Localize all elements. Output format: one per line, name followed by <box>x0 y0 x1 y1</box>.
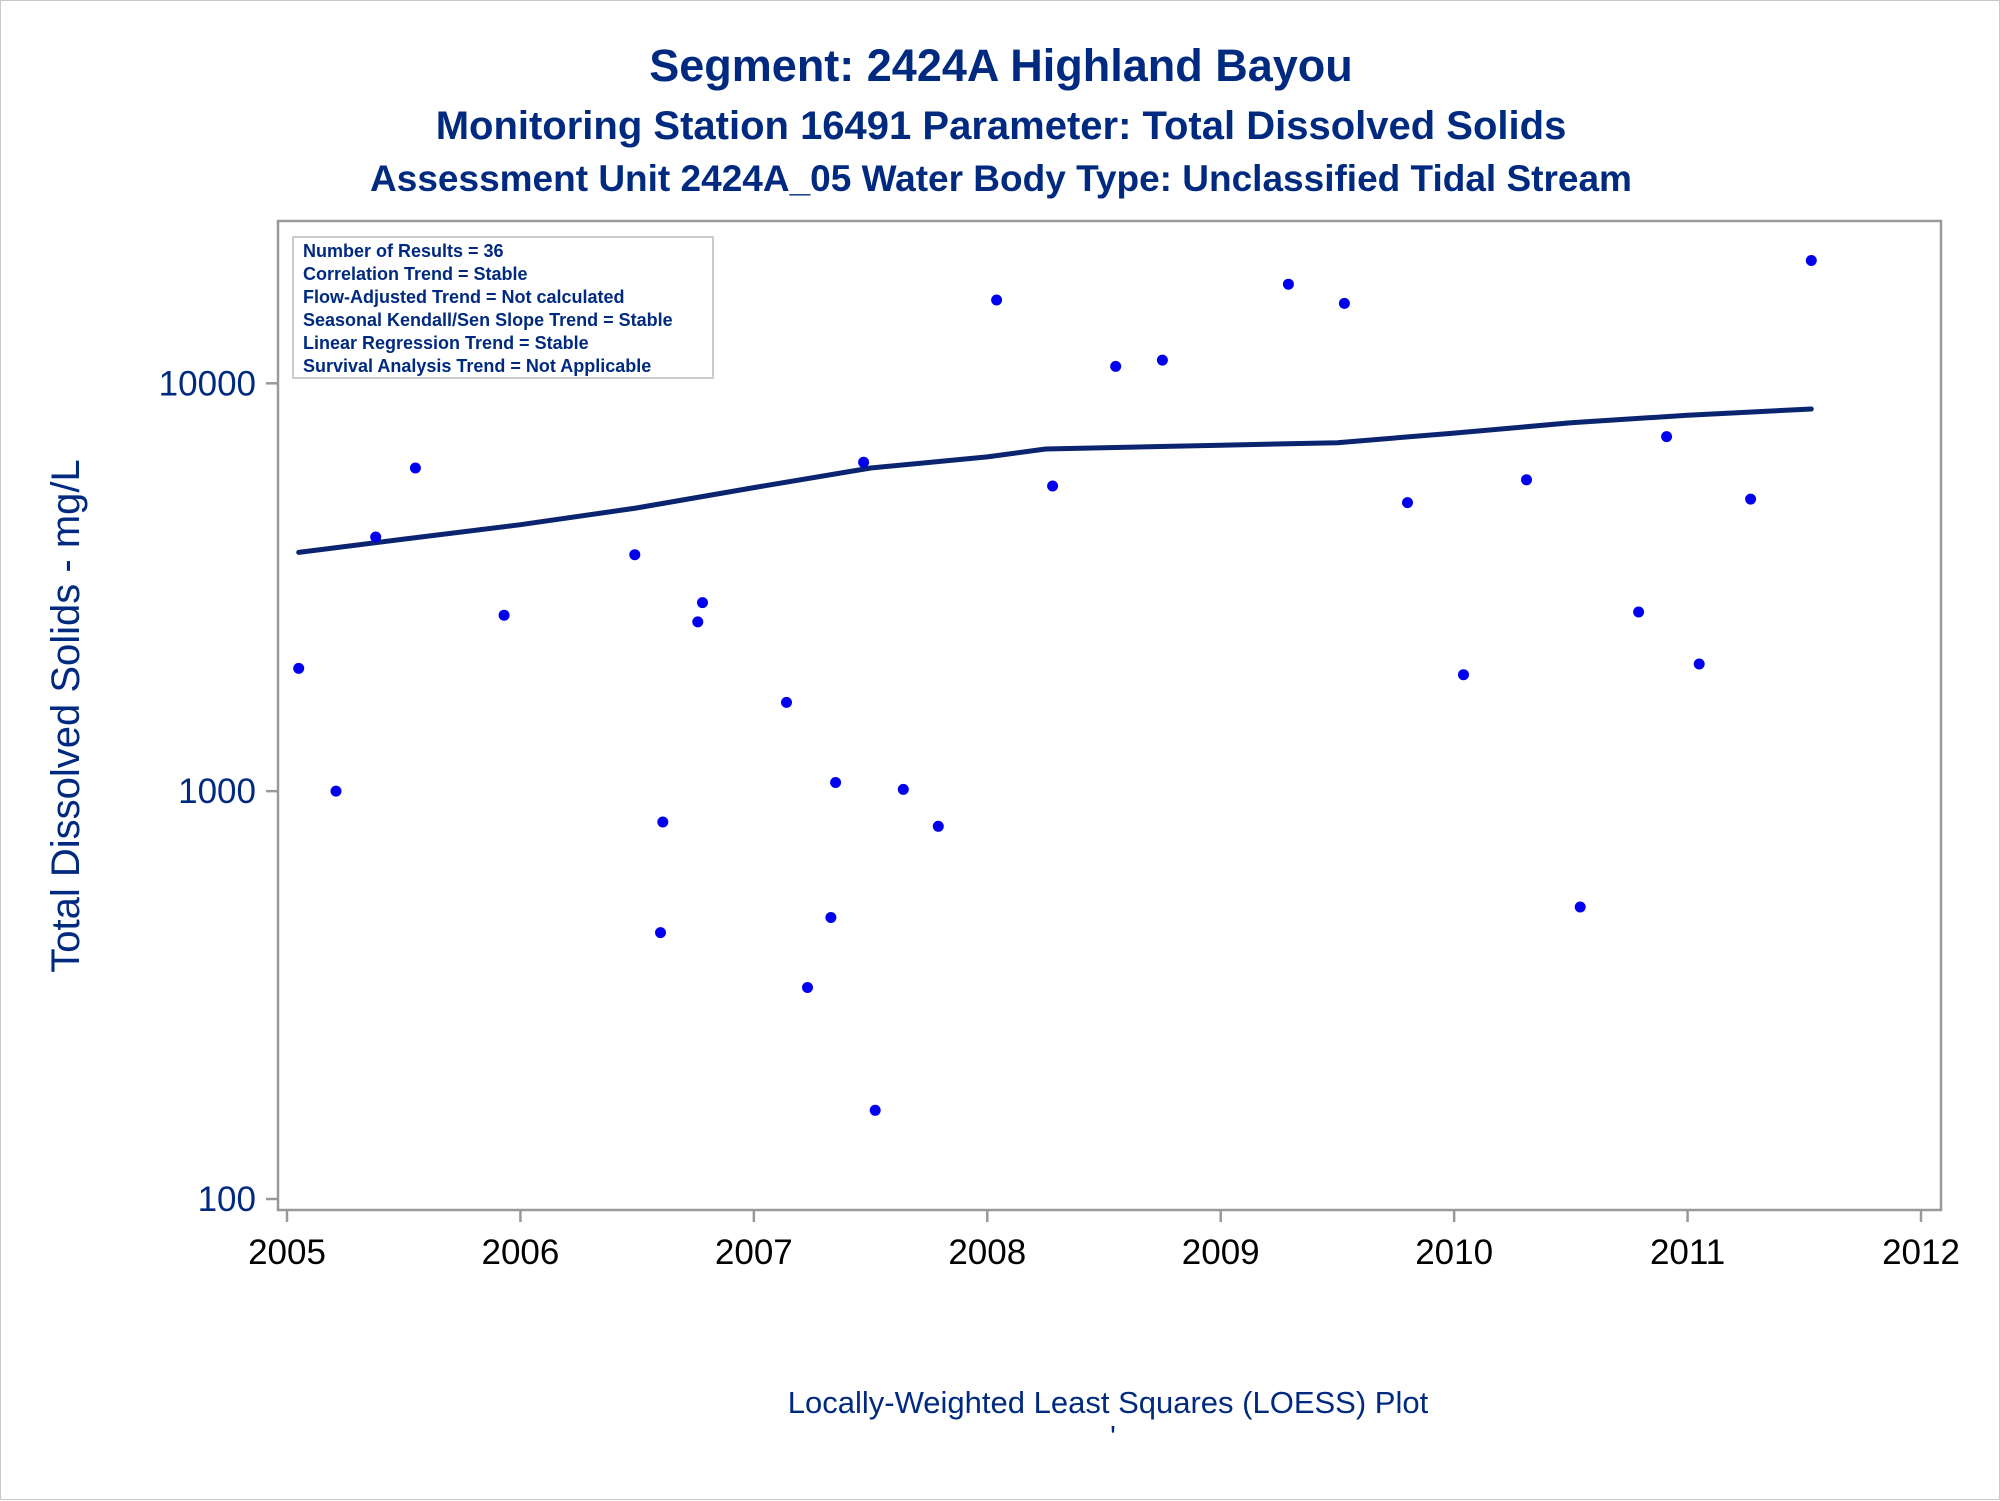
stats-line-seasonal-kendall: Seasonal Kendall/Sen Slope Trend = Stabl… <box>303 310 673 330</box>
data-point <box>655 927 666 939</box>
stats-line-linear-regression: Linear Regression Trend = Stable <box>303 333 589 353</box>
stats-line-results: Number of Results = 36 <box>303 241 504 261</box>
data-point <box>802 982 813 993</box>
data-point <box>830 777 842 788</box>
x-tick-label: 2008 <box>948 1233 1026 1272</box>
footnote: Locally-Weighted Least Squares (LOESS) P… <box>788 1385 1429 1420</box>
stats-box-frame <box>292 236 714 379</box>
data-point <box>1402 497 1413 509</box>
data-point <box>858 456 870 468</box>
x-tick-label: 2006 <box>481 1233 559 1272</box>
stats-box: Number of Results = 36 Correlation Trend… <box>292 236 714 379</box>
data-point <box>1047 480 1059 492</box>
data-point <box>1110 360 1122 372</box>
data-point <box>657 816 669 828</box>
y-axis: 100 1000 10000 <box>159 364 278 1219</box>
data-point <box>825 912 837 923</box>
data-point <box>629 549 641 561</box>
data-point <box>1745 493 1757 505</box>
data-point <box>897 783 909 795</box>
x-tick-label: 2012 <box>1882 1233 1960 1272</box>
y-tick-label: 1000 <box>178 772 256 811</box>
y-tick-label: 100 <box>198 1180 256 1219</box>
data-point <box>1282 278 1294 290</box>
data-point <box>1156 354 1168 366</box>
plot-area <box>276 219 1943 1212</box>
data-point <box>869 1104 881 1116</box>
data-point <box>1661 431 1673 443</box>
chart-title: Segment: 2424A Highland Bayou <box>649 40 1352 91</box>
data-point <box>1458 669 1469 681</box>
x-tick-label: 2010 <box>1415 1233 1493 1272</box>
data-point <box>1338 297 1350 309</box>
data-point <box>370 531 382 543</box>
data-point <box>692 616 704 628</box>
data-point <box>697 597 708 609</box>
data-point <box>1574 901 1586 913</box>
data-point <box>781 696 792 708</box>
data-marks <box>293 255 1817 1116</box>
x-axis: 2005 2006 2007 2008 2009 2010 2011 2012 <box>248 1210 1960 1272</box>
data-point <box>1521 474 1532 486</box>
footnote-mark: ' <box>1110 1419 1116 1454</box>
data-point <box>330 785 342 797</box>
x-tick-label: 2007 <box>715 1233 793 1272</box>
chart-subtitle-2: Assessment Unit 2424A_05 Water Body Type… <box>370 158 1632 199</box>
y-axis-label: Total Dissolved Solids - mg/L <box>44 459 88 973</box>
data-point <box>1693 658 1705 670</box>
data-point <box>409 462 421 474</box>
loess-line <box>296 406 1814 555</box>
data-point <box>498 609 510 621</box>
stats-line-flow-adjusted: Flow-Adjusted Trend = Not calculated <box>303 287 625 307</box>
data-point <box>1805 255 1817 266</box>
data-point <box>991 294 1003 306</box>
x-tick-label: 2011 <box>1650 1233 1725 1272</box>
data-point <box>293 662 305 674</box>
data-point <box>1633 606 1645 618</box>
stats-line-correlation: Correlation Trend = Stable <box>303 264 528 284</box>
x-tick-label: 2009 <box>1182 1233 1260 1272</box>
data-point <box>932 820 944 832</box>
chart-subtitle: Monitoring Station 16491 Parameter: Tota… <box>436 104 1567 148</box>
y-tick-label: 10000 <box>159 364 256 403</box>
stats-line-survival: Survival Analysis Trend = Not Applicable <box>303 356 651 376</box>
x-tick-label: 2005 <box>248 1233 326 1272</box>
